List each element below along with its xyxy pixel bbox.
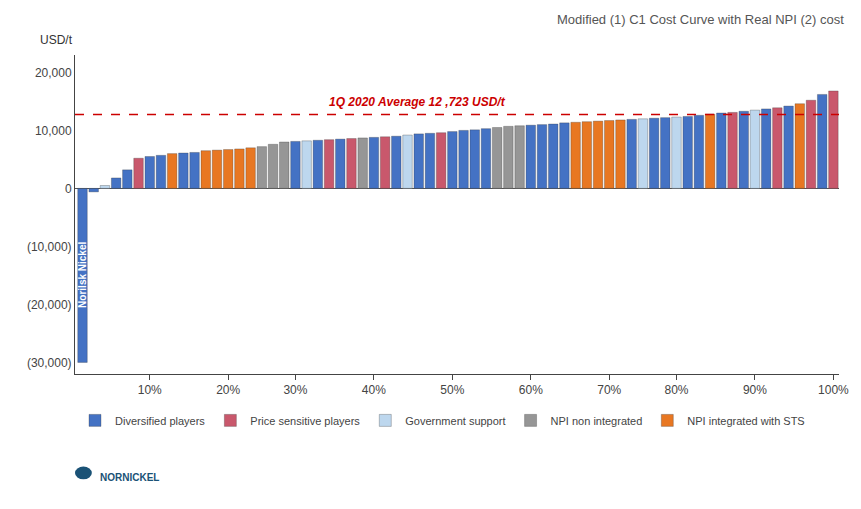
svg-text:NORNICKEL: NORNICKEL xyxy=(100,472,159,483)
svg-text:70%: 70% xyxy=(597,383,621,397)
svg-text:Government support: Government support xyxy=(405,415,505,427)
svg-text:90%: 90% xyxy=(743,383,767,397)
svg-text:60%: 60% xyxy=(519,383,543,397)
svg-text:Norilsk Nickel: Norilsk Nickel xyxy=(77,242,88,308)
svg-text:(30,000): (30,000) xyxy=(27,356,72,370)
svg-text:Diversified players: Diversified players xyxy=(115,415,205,427)
svg-text:0: 0 xyxy=(65,182,72,196)
svg-text:(20,000): (20,000) xyxy=(27,298,72,312)
svg-text:USD/t: USD/t xyxy=(40,33,73,47)
svg-text:Price sensitive players: Price sensitive players xyxy=(250,415,360,427)
svg-text:100%: 100% xyxy=(818,383,849,397)
svg-text:80%: 80% xyxy=(664,383,688,397)
svg-text:Modified (1) C1 Cost Curve wit: Modified (1) C1 Cost Curve with Real NPI… xyxy=(557,12,844,27)
svg-text:NPI non integrated: NPI non integrated xyxy=(551,415,643,427)
svg-text:10%: 10% xyxy=(138,383,162,397)
svg-text:10,000: 10,000 xyxy=(35,124,72,138)
svg-text:30%: 30% xyxy=(283,383,307,397)
svg-text:(10,000): (10,000) xyxy=(27,240,72,254)
svg-text:NPI integrated with STS: NPI integrated with STS xyxy=(687,415,804,427)
svg-text:1Q 2020 Average 12 ,723 USD/t: 1Q 2020 Average 12 ,723 USD/t xyxy=(329,95,506,109)
svg-text:40%: 40% xyxy=(362,383,386,397)
svg-text:50%: 50% xyxy=(440,383,464,397)
svg-text:20,000: 20,000 xyxy=(35,66,72,80)
svg-text:20%: 20% xyxy=(216,383,240,397)
